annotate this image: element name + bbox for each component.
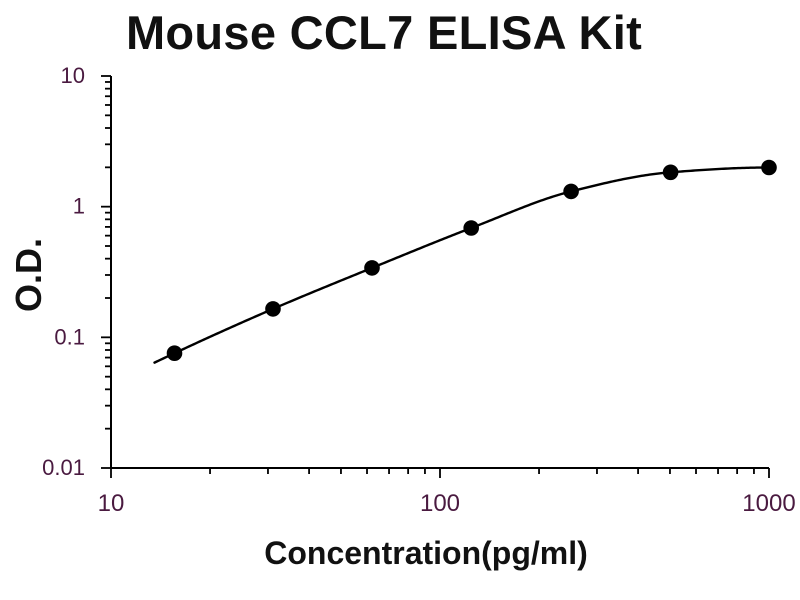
svg-text:100: 100: [420, 490, 460, 517]
svg-text:1: 1: [73, 194, 85, 219]
svg-text:10: 10: [98, 490, 125, 517]
svg-text:0.01: 0.01: [42, 455, 85, 480]
svg-text:10: 10: [61, 63, 85, 88]
svg-text:1000: 1000: [742, 490, 795, 517]
svg-text:0.1: 0.1: [54, 324, 85, 349]
